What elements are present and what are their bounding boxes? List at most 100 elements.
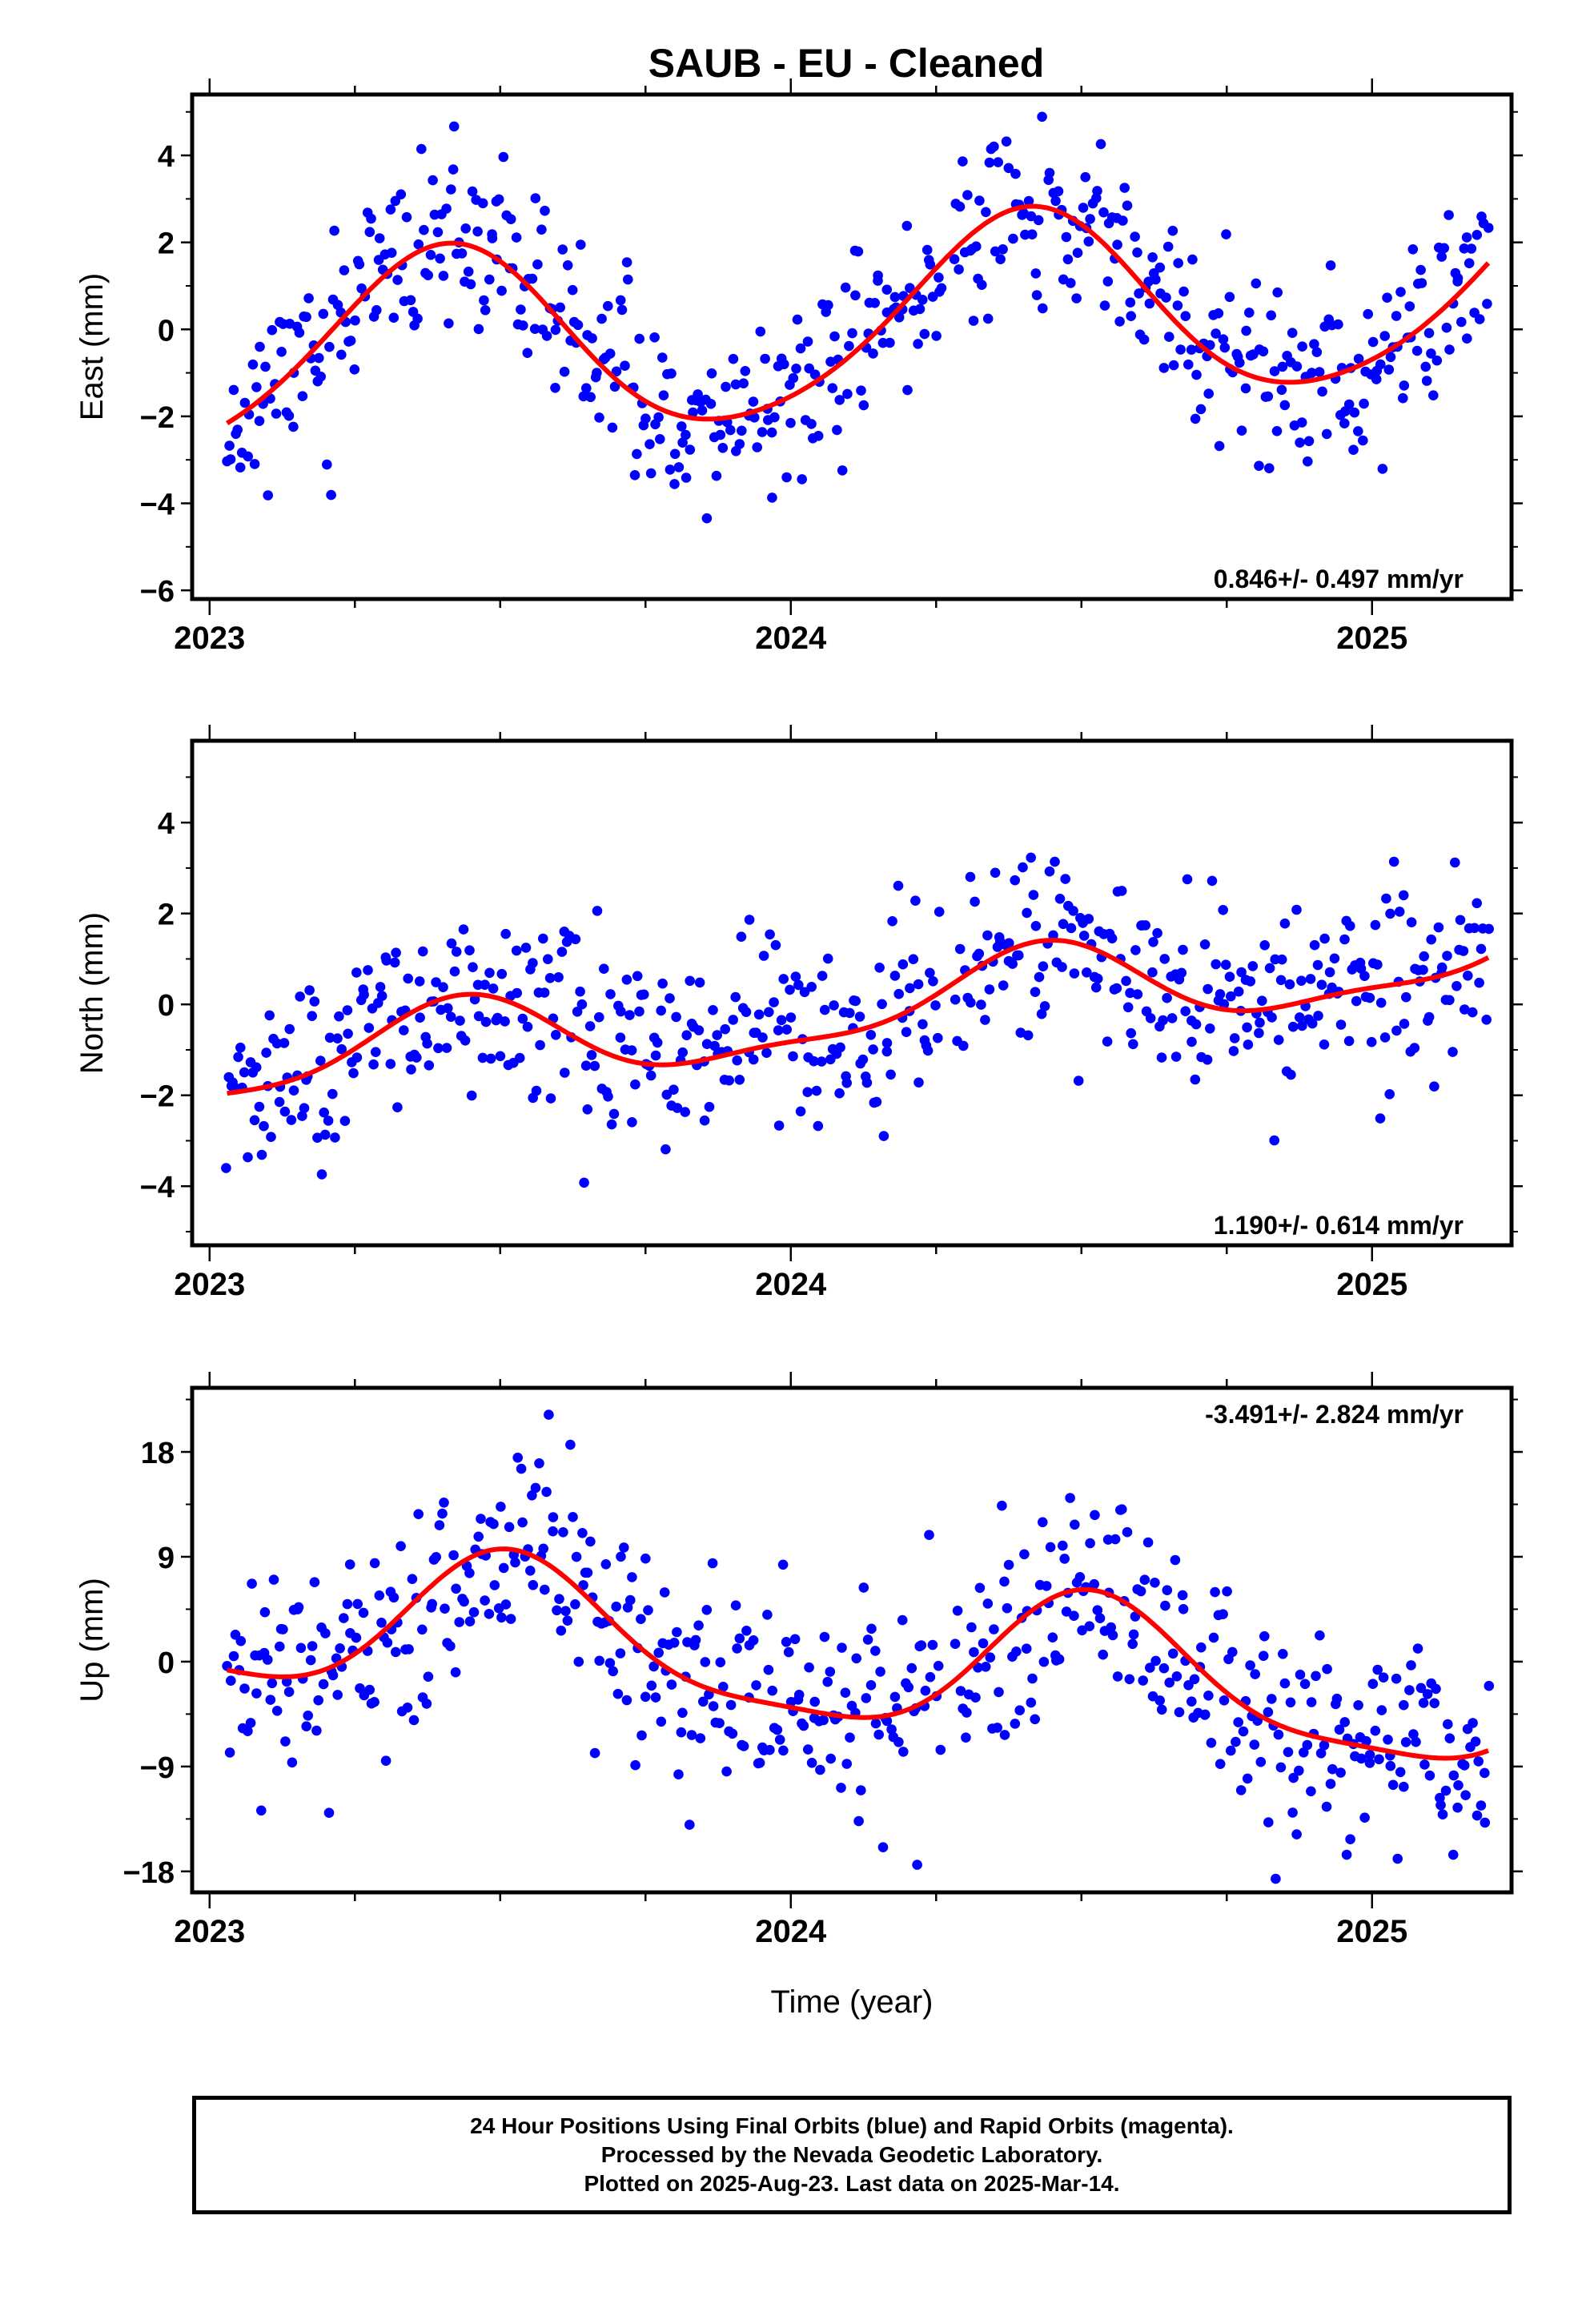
data-point [1331,1693,1343,1704]
data-point [247,359,259,370]
data-point [544,973,556,983]
data-point [560,1068,570,1078]
data-point [1444,344,1455,355]
data-point [950,994,961,1005]
data-point [686,1730,697,1740]
data-point [342,1598,353,1610]
data-point [339,1613,349,1623]
data-point [652,1037,663,1048]
data-point [1117,1504,1127,1514]
data-point [928,976,938,987]
data-point [322,459,332,470]
data-point [757,1032,768,1043]
data-point [626,1045,637,1055]
data-point [528,1580,539,1590]
data-point [1450,857,1460,868]
data-point [307,1641,318,1651]
data-point [1257,995,1267,1006]
data-point [538,1543,548,1554]
data-point [903,1682,914,1693]
data-point [473,324,484,335]
data-point [1349,407,1360,418]
data-point [534,1458,544,1469]
data-point [327,1670,339,1681]
data-point [1291,361,1303,372]
data-point [1218,1609,1228,1619]
data-point [1385,908,1395,919]
data-point [427,1598,437,1610]
data-point [1073,1076,1084,1086]
data-point [770,939,781,951]
footer-line-1: 24 Hour Positions Using Final Orbits (bl… [470,2113,1234,2138]
data-point [1210,1586,1220,1598]
data-point [312,1132,323,1143]
data-point [1426,348,1436,359]
data-point [1030,921,1042,931]
data-point [589,1060,600,1072]
data-point [1399,1781,1409,1792]
y-tick-label: −18 [123,1856,175,1890]
data-point [1003,1559,1014,1570]
data-point [1409,1043,1420,1053]
data-point [1407,244,1419,255]
panel-3: 2023 2024 2025 18 9 0 −9 −18 Up (mm) Time (year) -… [74,1372,1523,2020]
data-point [917,1019,928,1030]
data-point [1339,418,1350,428]
data-point [477,1052,488,1063]
data-point [1125,297,1136,308]
data-point [385,204,396,215]
data-point [324,341,335,352]
data-point [439,1498,449,1508]
data-point [351,967,362,978]
data-point [1435,1799,1446,1811]
data-point [1191,1019,1202,1030]
data-point [822,953,833,964]
data-point [1359,398,1369,409]
data-point [445,1641,456,1651]
data-point [856,1785,866,1795]
data-point [677,421,687,432]
data-point [327,1088,338,1100]
data-point [1356,1753,1367,1764]
data-point [871,1096,882,1108]
data-point [541,1486,552,1498]
footer-box: 24 Hour Positions Using Final Orbits (bl… [192,2096,1512,2214]
data-point [813,431,824,441]
data-point [1429,1698,1439,1709]
data-point [672,1626,682,1638]
data-point [1162,1585,1173,1595]
data-point [646,1680,657,1691]
data-point [734,1075,745,1085]
data-point [1152,927,1162,939]
data-point [1219,342,1231,353]
data-point [688,407,698,418]
data-point [1140,920,1150,931]
data-point [254,416,265,426]
data-point [254,1101,265,1112]
data-point [336,1043,347,1055]
data-point [1297,1020,1307,1031]
data-point [1476,943,1487,955]
data-point [1474,314,1485,324]
data-point [1482,299,1492,309]
data-point [265,1695,276,1705]
data-point [781,1024,792,1035]
data-point [1370,919,1381,931]
data-point [976,999,986,1010]
data-point [1250,1669,1260,1679]
data-point [1314,367,1325,377]
data-point [1166,1013,1178,1023]
data-point [1276,954,1287,965]
data-point [629,470,640,480]
data-point [1379,1032,1391,1043]
data-point [413,239,424,250]
data-point [1128,1629,1139,1640]
data-point [1259,1630,1270,1642]
data-point [624,1010,635,1020]
data-point [1319,1039,1330,1050]
data-point [294,328,305,338]
data-point [1384,1089,1395,1100]
data-point [721,381,731,392]
data-point [994,1687,1004,1698]
data-point [1174,1707,1185,1718]
